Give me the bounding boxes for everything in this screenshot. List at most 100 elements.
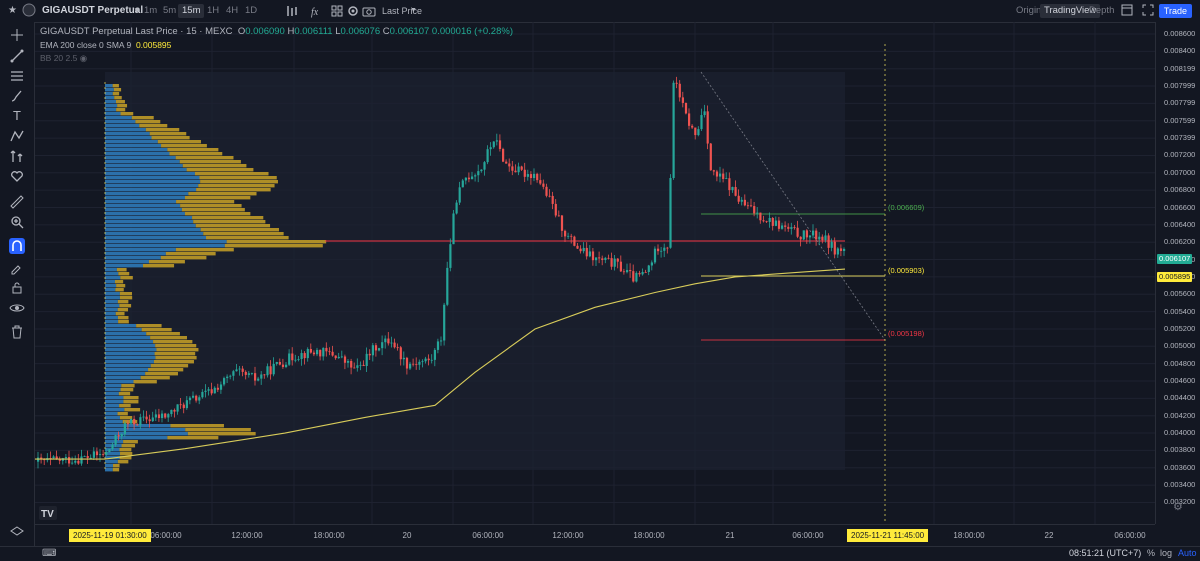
target-low-label: (0.005198) <box>888 329 925 338</box>
candle-body <box>210 389 213 394</box>
volume-profile-bar <box>105 164 183 168</box>
volume-profile-bar <box>135 120 161 124</box>
candle-body <box>641 272 644 275</box>
axis-settings-icon[interactable]: ⚙ <box>1173 501 1183 513</box>
candle-body <box>669 177 672 248</box>
candle-body <box>725 178 728 180</box>
candle-body <box>799 236 802 240</box>
volume-profile-bar <box>187 432 256 436</box>
candle-body <box>219 384 223 390</box>
volume-profile-bar <box>118 320 129 324</box>
price-tick-label: 0.007999 <box>1164 81 1196 91</box>
candle-body <box>495 140 498 142</box>
interval-1h[interactable]: 1H <box>207 5 220 16</box>
chart-type-icon[interactable] <box>285 4 299 18</box>
trash-icon[interactable] <box>9 324 25 340</box>
percent-toggle[interactable]: % <box>1147 548 1156 558</box>
interval-5m[interactable]: 5m <box>163 5 177 16</box>
chevron-down-icon[interactable]: ▼ <box>133 6 141 15</box>
text-icon[interactable]: T <box>13 108 21 123</box>
candle-body <box>486 149 489 163</box>
candle-body <box>653 248 657 263</box>
candle-body <box>483 162 486 170</box>
view-tab-depth[interactable]: Depth <box>1089 5 1115 16</box>
volume-profile-bar <box>105 216 193 220</box>
eye-hidden-icon[interactable]: ◉ <box>79 53 88 63</box>
star-icon[interactable]: ★ <box>8 5 17 16</box>
volume-profile-bar <box>115 288 124 292</box>
candle-body <box>68 457 71 464</box>
volume-profile-bar <box>117 308 129 312</box>
log-toggle[interactable]: log <box>1160 548 1173 558</box>
camera-icon[interactable] <box>362 4 376 18</box>
interval-15m[interactable]: 15m <box>178 4 205 18</box>
trade-button[interactable]: Trade <box>1158 4 1192 18</box>
candle-body <box>173 409 176 412</box>
magnet-icon[interactable] <box>9 238 25 254</box>
draw-mode-icon[interactable] <box>9 260 25 276</box>
candle-body <box>709 143 712 171</box>
price-axis[interactable]: 0.008600 0.008400 0.008199 0.007999 0.007799… <box>1155 22 1200 524</box>
volume-profile-bar <box>105 324 137 328</box>
candle-body <box>787 226 790 229</box>
clock[interactable]: 08:51:21 (UTC+7) <box>1069 548 1142 558</box>
ruler-icon[interactable] <box>9 194 25 210</box>
eye-icon[interactable] <box>9 300 25 316</box>
candle-body <box>278 362 281 365</box>
heart-icon[interactable] <box>9 168 25 184</box>
price-tick-label: 0.005400 <box>1164 306 1196 316</box>
crosshair-icon[interactable] <box>9 27 25 43</box>
price-type-chevron-icon[interactable]: ▼ <box>410 7 417 14</box>
fullscreen-icon[interactable] <box>1142 4 1154 18</box>
view-tab-tradingview[interactable]: TradingView <box>1040 4 1101 18</box>
time-axis[interactable]: 06:00:00 12:00:00 18:00:00 20 06:00:00 12:00:… <box>35 524 1155 547</box>
volume-profile-bar <box>105 140 158 144</box>
lock-icon[interactable] <box>9 280 25 296</box>
entry-label: (0.005903) <box>888 266 925 275</box>
brush-icon[interactable] <box>9 88 25 104</box>
candle-body <box>827 235 830 248</box>
candle-body <box>49 458 52 459</box>
ema-legend[interactable]: EMA 200 close 0 SMA 9 0.005895 <box>40 40 171 50</box>
volume-profile-bar <box>105 420 123 424</box>
bb-legend[interactable]: BB 20 2.5 ◉ <box>40 53 87 64</box>
candle-body <box>195 395 198 401</box>
candle-body <box>657 248 660 252</box>
candle-body <box>130 418 133 424</box>
legend-title: GIGAUSDT Perpetual Last Price · 15 · MEX… <box>40 26 233 37</box>
symbol-name[interactable]: GIGAUSDT Perpetual <box>42 5 144 16</box>
volume-profile-bar <box>105 84 113 88</box>
volume-profile-bar <box>169 152 223 156</box>
interval-1d[interactable]: 1D <box>245 5 258 16</box>
volume-profile-bar <box>180 204 242 208</box>
candle-body <box>247 373 250 375</box>
price-chart[interactable]: (0.006609) (0.005903) (0.005198) TV <box>35 22 1155 524</box>
trend-line-icon[interactable] <box>9 48 25 64</box>
keyboard-icon[interactable]: ⌨ <box>42 548 57 559</box>
templates-icon[interactable] <box>330 4 344 18</box>
indicators-icon[interactable]: fx <box>310 4 324 18</box>
volume-profile-bar <box>120 112 134 116</box>
fib-icon[interactable] <box>9 68 25 84</box>
settings-icon[interactable] <box>346 4 360 18</box>
candle-body <box>393 342 396 348</box>
layout-icon[interactable] <box>1121 4 1133 18</box>
price-tick-label: 0.007399 <box>1164 133 1196 143</box>
time-tick-label: 18:00:00 <box>633 531 665 540</box>
layers-icon[interactable] <box>9 524 25 540</box>
price-type-select[interactable]: Last Price <box>382 6 423 16</box>
volume-profile-bar <box>226 240 327 244</box>
pattern-icon[interactable] <box>9 128 25 144</box>
volume-profile-bar <box>105 184 199 188</box>
volume-profile-bar <box>105 208 182 212</box>
candle-body <box>554 203 557 216</box>
view-tab-original[interactable]: Original <box>1016 5 1049 16</box>
interval-4h[interactable]: 4H <box>226 5 239 16</box>
interval-1m[interactable]: 1m <box>144 5 158 16</box>
zoom-icon[interactable] <box>9 214 25 230</box>
candle-body <box>399 347 402 360</box>
candle-body <box>185 400 188 409</box>
volume-profile-bar <box>105 320 119 324</box>
prediction-icon[interactable] <box>9 148 25 164</box>
auto-toggle[interactable]: Auto <box>1178 548 1197 558</box>
